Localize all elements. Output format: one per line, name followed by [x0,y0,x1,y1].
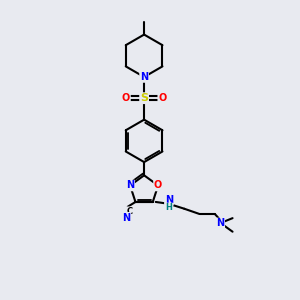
Text: N: N [216,218,224,228]
Text: N: N [165,195,173,205]
Text: N: N [140,72,148,82]
Text: O: O [154,181,162,190]
Text: N: N [122,213,130,223]
Text: C: C [127,207,133,216]
Text: H: H [166,203,172,212]
Text: S: S [140,93,148,103]
Text: N: N [126,181,134,190]
Text: O: O [158,93,166,103]
Text: O: O [122,93,130,103]
